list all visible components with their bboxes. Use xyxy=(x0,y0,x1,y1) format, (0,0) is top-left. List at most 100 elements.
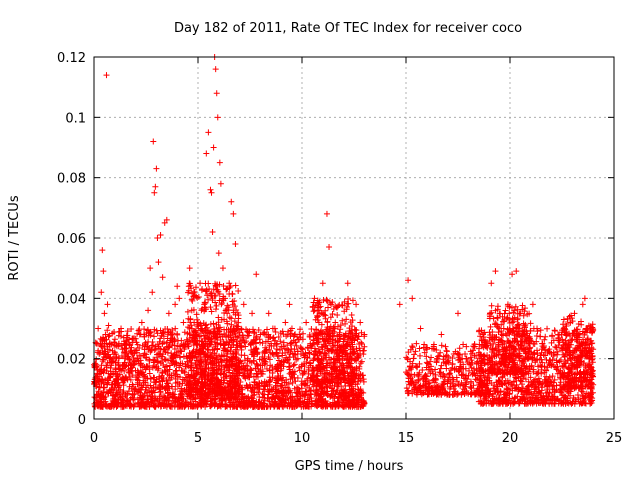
data-point xyxy=(274,353,281,360)
data-point xyxy=(460,341,467,348)
data-point xyxy=(346,378,353,385)
data-point xyxy=(522,356,529,363)
data-point xyxy=(326,347,333,354)
data-point xyxy=(100,354,107,361)
data-point xyxy=(469,350,476,357)
data-point xyxy=(425,380,432,387)
data-point xyxy=(203,400,210,407)
data-point xyxy=(414,389,421,396)
data-point xyxy=(207,403,214,410)
data-point xyxy=(253,345,260,352)
data-point xyxy=(211,402,218,409)
data-point xyxy=(538,381,545,388)
data-point xyxy=(179,380,186,387)
data-point xyxy=(224,362,231,369)
data-point xyxy=(206,341,213,348)
data-point xyxy=(229,401,236,408)
data-point xyxy=(556,331,563,338)
data-point xyxy=(190,339,197,346)
data-point xyxy=(356,345,363,352)
data-point xyxy=(154,359,161,366)
data-point xyxy=(345,372,352,379)
data-point xyxy=(324,298,331,305)
data-point xyxy=(229,291,236,298)
data-point xyxy=(423,353,430,360)
data-point xyxy=(456,367,463,374)
data-point xyxy=(527,320,534,327)
data-point xyxy=(285,347,292,354)
data-point xyxy=(255,365,262,372)
data-point xyxy=(201,373,208,380)
data-point xyxy=(207,328,214,335)
data-point xyxy=(306,349,313,356)
data-point xyxy=(133,347,140,354)
data-point xyxy=(95,388,102,395)
data-point xyxy=(487,342,494,349)
data-point xyxy=(299,391,306,398)
data-point xyxy=(474,372,481,379)
data-point xyxy=(232,333,239,340)
data-point xyxy=(240,403,247,410)
data-point xyxy=(326,354,332,361)
data-points xyxy=(91,54,597,410)
data-point xyxy=(449,391,456,398)
data-point xyxy=(350,372,357,379)
data-point xyxy=(465,372,472,379)
data-point xyxy=(312,386,319,393)
data-point xyxy=(173,359,180,366)
data-point xyxy=(279,395,286,402)
data-point xyxy=(340,362,347,369)
data-point xyxy=(162,345,169,352)
data-point xyxy=(521,308,528,315)
data-point xyxy=(192,395,199,402)
data-point xyxy=(273,341,280,348)
data-point xyxy=(176,353,183,360)
data-point xyxy=(466,367,473,374)
data-point xyxy=(477,359,484,366)
data-point xyxy=(216,398,223,405)
data-point xyxy=(509,357,516,364)
data-point xyxy=(341,387,348,394)
data-point xyxy=(499,400,506,407)
data-point xyxy=(449,355,456,362)
data-point xyxy=(178,348,185,355)
data-point xyxy=(484,374,491,381)
data-point xyxy=(416,345,423,352)
data-point xyxy=(104,346,111,353)
data-point xyxy=(151,333,158,340)
data-point xyxy=(199,338,206,345)
data-point xyxy=(337,371,344,378)
data-point xyxy=(227,283,234,290)
data-point xyxy=(589,389,596,396)
data-point xyxy=(223,353,230,360)
data-point xyxy=(552,343,559,350)
data-point xyxy=(499,341,506,348)
data-point xyxy=(316,310,323,317)
data-point xyxy=(204,292,211,299)
data-point xyxy=(280,339,287,346)
data-point xyxy=(258,356,265,363)
data-point xyxy=(296,364,303,371)
data-point xyxy=(224,285,231,292)
data-point xyxy=(231,382,238,389)
data-point xyxy=(551,393,558,400)
data-point xyxy=(207,377,214,384)
data-point xyxy=(335,403,342,410)
data-point xyxy=(336,301,343,308)
data-point xyxy=(507,350,514,357)
data-point xyxy=(354,399,361,406)
data-point xyxy=(171,346,178,353)
data-point xyxy=(291,331,298,338)
data-point xyxy=(256,394,263,401)
data-point xyxy=(275,333,282,340)
data-point xyxy=(436,369,443,376)
data-point xyxy=(188,296,195,303)
data-point xyxy=(101,344,108,351)
data-point xyxy=(346,392,353,399)
data-point xyxy=(522,305,529,312)
data-point xyxy=(269,366,276,373)
data-point xyxy=(541,363,548,370)
data-point xyxy=(323,383,330,390)
data-point xyxy=(511,399,518,406)
